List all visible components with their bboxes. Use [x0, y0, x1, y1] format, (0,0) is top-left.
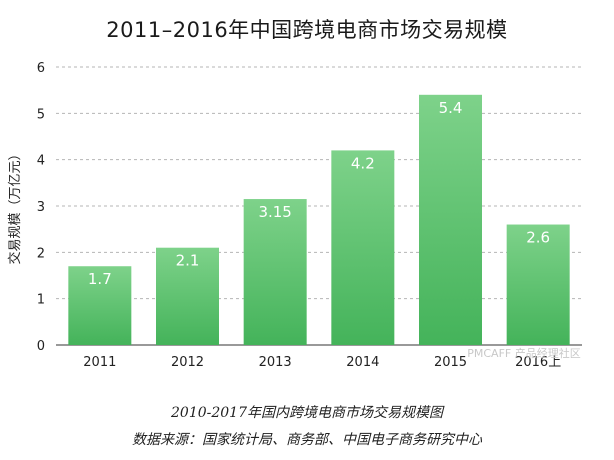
bar-value-label: 4.2 — [351, 154, 375, 172]
bar-value-label: 5.4 — [439, 99, 463, 117]
bar — [331, 150, 395, 345]
y-tick-label: 3 — [37, 200, 45, 215]
x-tick-label: 2016上 — [515, 355, 561, 370]
x-tick-label: 2015 — [434, 355, 467, 370]
bar-chart: 0 1 2 3 4 5 6 1.7 2.1 3.15 4.2 5.4 2.6 2011 2012 2013… — [7, 61, 582, 370]
x-axis-ticks: 2011 2012 2013 2014 2015 2016上 — [83, 355, 561, 370]
x-tick-label: 2013 — [259, 355, 292, 370]
y-axis-ticks: 0 1 2 3 4 5 6 — [37, 61, 45, 354]
chart-title: 2011–2016年中国跨境电商市场交易规模 — [106, 18, 508, 42]
x-tick-label: 2014 — [346, 355, 379, 370]
bar — [243, 199, 307, 345]
bar — [68, 266, 132, 345]
bar — [506, 224, 570, 345]
y-tick-label: 2 — [37, 246, 45, 261]
data-source-caption: 数据来源：国家统计局、商务部、中国电子商务研究中心 — [132, 432, 482, 448]
bar — [419, 94, 482, 345]
x-tick-label: 2012 — [171, 355, 204, 370]
y-tick-label: 4 — [37, 154, 45, 169]
bar-value-label: 1.7 — [88, 270, 112, 288]
bar-value-label: 3.15 — [258, 203, 291, 221]
x-tick-label: 2011 — [83, 355, 116, 370]
y-tick-label: 5 — [37, 107, 45, 122]
grid-lines — [56, 66, 582, 346]
bars: 1.7 2.1 3.15 4.2 5.4 2.6 — [68, 94, 570, 345]
watermark: PMCAFF 产品经理社区 — [467, 346, 580, 360]
y-tick-label: 1 — [37, 293, 45, 308]
y-tick-label: 0 — [37, 339, 45, 354]
y-axis-title: 交易规模（万亿元） — [7, 147, 23, 264]
bar-value-label: 2.1 — [176, 252, 200, 270]
bar-value-label: 2.6 — [526, 229, 550, 247]
bar — [156, 247, 219, 345]
y-tick-label: 6 — [37, 61, 45, 76]
figure-caption: 2010-2017年国内跨境电商市场交易规模图 — [171, 405, 443, 421]
